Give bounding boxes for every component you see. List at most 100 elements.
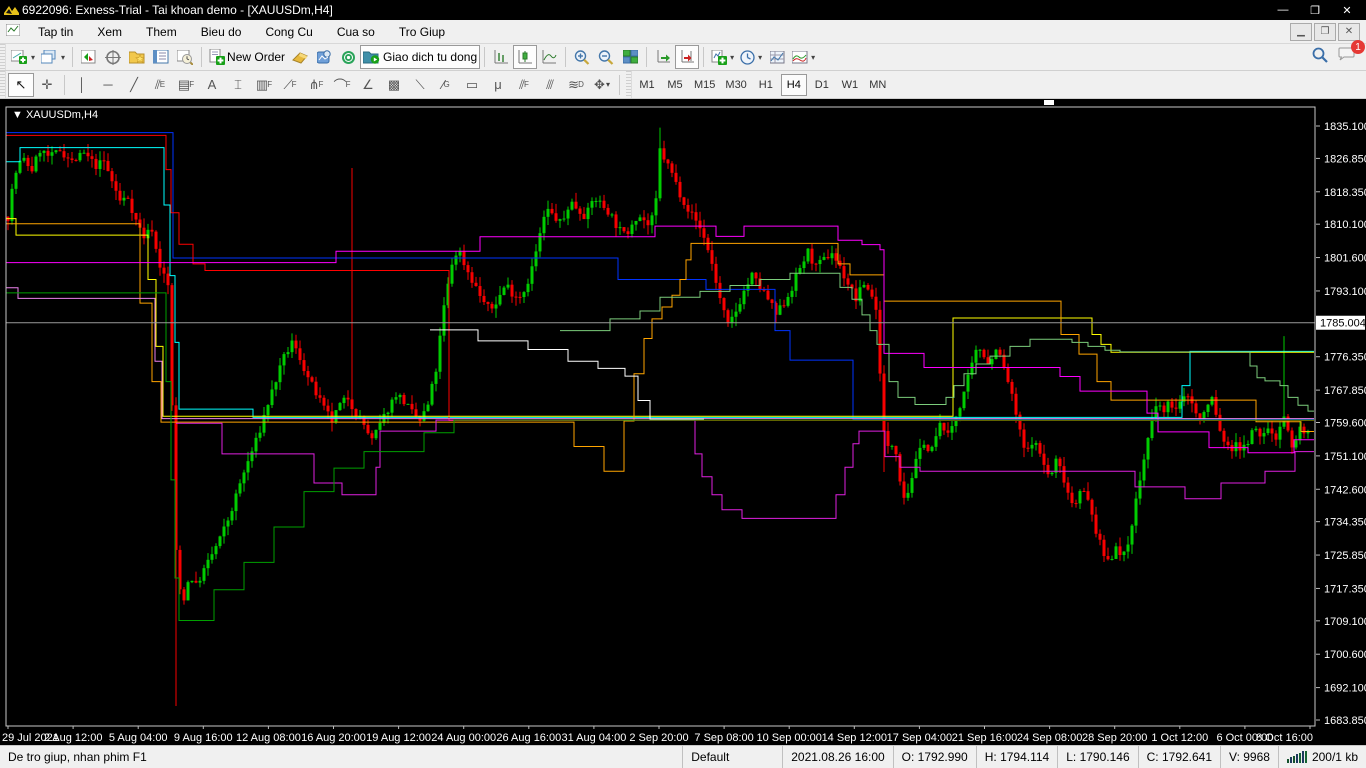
line-chart-button[interactable]	[537, 45, 561, 69]
candle-body	[374, 429, 378, 439]
data-window-button[interactable]	[101, 45, 125, 69]
timeframe-mn[interactable]: MN	[869, 78, 887, 91]
timeframe-m15[interactable]: M15	[694, 78, 716, 91]
chart-shift-button[interactable]	[675, 45, 700, 69]
chart-scroll-thumb[interactable]	[1044, 100, 1054, 105]
timeframe-w1[interactable]: W1	[841, 78, 859, 91]
fibo-arcs-tool-icon[interactable]: ⌒ F	[333, 78, 351, 93]
fibo-channel-tool-icon[interactable]: ⫽ F	[519, 76, 529, 92]
bar-chart-button[interactable]	[489, 45, 513, 69]
fibo-fan-tool-icon[interactable]: ⟋ F	[283, 76, 297, 92]
profiles-button[interactable]: ▾	[38, 45, 68, 69]
profiles-dropdown-arrow[interactable]: ▾	[61, 52, 66, 62]
candle-body	[150, 229, 154, 232]
time-tick-label: 31 Aug 04:00	[561, 732, 626, 744]
zoom-in-button[interactable]	[570, 45, 594, 69]
new-chart-dropdown-arrow[interactable]: ▾	[31, 52, 36, 62]
cursor-tool-icon[interactable]: ↖	[8, 72, 34, 97]
timeframe-m1[interactable]: M1	[639, 78, 655, 91]
expert-advisors-button[interactable]	[312, 45, 336, 69]
timeframe-d1[interactable]: D1	[814, 78, 829, 91]
window-close-button[interactable]: ✕	[1342, 4, 1352, 17]
candle-body	[1290, 430, 1294, 448]
notifications-icon[interactable]: 1	[1338, 40, 1365, 67]
periods-dropdown-arrow[interactable]: ▾	[758, 52, 763, 62]
timeframe-m30[interactable]: M30	[725, 78, 747, 91]
new-order-button[interactable]: New Order	[206, 45, 288, 69]
plot-area[interactable]	[6, 127, 1315, 707]
menu-item-cong-cu[interactable]: Cong Cu	[265, 24, 313, 39]
strategy-tester-button[interactable]	[173, 45, 197, 69]
rectangle-tool-icon[interactable]: ▭	[465, 76, 479, 92]
zoom-out-button[interactable]	[594, 45, 618, 69]
menu-item-xem[interactable]: Xem	[97, 24, 123, 39]
timeframe-m5[interactable]: M5	[667, 78, 683, 91]
arrows-tool-icon[interactable]: ✥ ▾	[594, 76, 610, 92]
angle-tool-icon[interactable]: ∠	[362, 76, 374, 92]
menu-item-them[interactable]: Them	[146, 24, 177, 39]
time-tick-label: 2 Sep 20:00	[629, 732, 688, 744]
price-axis[interactable]: 1835.100 1826.850 1818.350 1810.100 1801.600…	[1316, 121, 1366, 727]
candlestick-chart-button[interactable]	[513, 45, 538, 69]
candle-body	[454, 255, 458, 265]
navigator-button[interactable]	[125, 45, 149, 69]
candle-body	[1238, 442, 1242, 451]
crosshair-tool-icon[interactable]: ✛	[41, 76, 53, 92]
timeframe-h4[interactable]: H4	[780, 73, 807, 96]
timeframe-h1[interactable]: H1	[758, 78, 773, 91]
market-watch-button[interactable]	[77, 45, 101, 69]
text-tool-icon[interactable]: A	[207, 77, 217, 92]
trendline-tool-icon[interactable]: ╱	[130, 76, 138, 92]
candle-body	[1234, 442, 1238, 452]
chart-restore-button[interactable]: ❐	[1314, 22, 1336, 41]
timeframe-grip[interactable]	[626, 71, 632, 98]
menu-item-bieu-do[interactable]: Bieu do	[200, 24, 242, 39]
horizontal-line-tool-icon[interactable]: ─	[103, 77, 113, 92]
new-chart-button[interactable]: ▾	[8, 45, 38, 69]
elliott-tool-icon[interactable]: μ	[494, 77, 502, 92]
chart-symbol-label[interactable]: ▼ XAUUSDm,H4	[12, 109, 98, 121]
waves-tool-icon[interactable]: ≋ D	[568, 76, 584, 92]
fan-lines-tool-icon[interactable]: ⟍	[415, 76, 425, 92]
autotrading-button[interactable]: Giao dich tu dong	[360, 45, 481, 69]
menu-item-tap-tin[interactable]: Tap tin	[38, 24, 74, 39]
menu-item-tro-giup[interactable]: Tro Giup	[398, 24, 446, 39]
toolbar-grip2[interactable]	[0, 71, 6, 98]
templates-button[interactable]: ▾	[789, 45, 818, 69]
indicator-line-green-staircase	[6, 292, 1314, 621]
tile-windows-button[interactable]	[618, 45, 642, 69]
chart-properties-button[interactable]	[765, 45, 789, 69]
vertical-line-tool-icon[interactable]: │	[77, 77, 87, 92]
chart-canvas[interactable]: ▼ XAUUSDm,H4 1835.100 1826.850 1818.350 1810…	[0, 99, 1366, 745]
gann-tool-icon[interactable]: ∕ G	[442, 77, 450, 92]
chart-minimize-button[interactable]: ▁	[1290, 22, 1312, 41]
fibonacci-retracement-tool-icon[interactable]: ▤ F	[177, 76, 195, 92]
pitchfork-tool-icon[interactable]: ⋔ F	[308, 76, 324, 92]
fibo-timezones-tool-icon[interactable]: ▥ F	[255, 76, 273, 92]
metaeditor-button[interactable]	[288, 45, 312, 69]
status-profile[interactable]: Default	[683, 746, 784, 768]
window-minimize-button[interactable]: —	[1277, 4, 1289, 16]
templates-dropdown-arrow[interactable]: ▾	[811, 52, 816, 62]
chart-menu-icon[interactable]	[0, 23, 26, 39]
candle-body	[370, 433, 374, 439]
signals-button[interactable]	[336, 45, 360, 69]
text-label-tool-icon[interactable]: ⌶	[234, 76, 242, 92]
window-title: 6922096: Exness-Trial - Tai khoan demo -…	[22, 3, 333, 17]
search-icon[interactable]	[1312, 47, 1328, 68]
chart-close-button[interactable]: ✕	[1338, 22, 1360, 41]
window-restore-button[interactable]: ❐	[1310, 4, 1320, 17]
periods-button[interactable]: ▾	[737, 45, 765, 69]
toolbar-grip[interactable]	[0, 44, 6, 70]
candle-body	[442, 305, 446, 336]
menu-item-cua-so[interactable]: Cua so	[336, 24, 375, 39]
equidistant-channel-tool-icon[interactable]: ⫽ E	[154, 76, 166, 92]
parallel-lines-tool-icon[interactable]: ⫻	[546, 76, 554, 92]
grid-tool-icon[interactable]: ▩	[387, 76, 401, 92]
terminal-button[interactable]	[149, 45, 173, 69]
auto-scroll-button[interactable]	[651, 45, 675, 69]
candle-body	[906, 492, 910, 498]
indicators-dropdown-arrow[interactable]: ▾	[730, 52, 735, 62]
indicators-button[interactable]: ▾	[708, 45, 737, 69]
